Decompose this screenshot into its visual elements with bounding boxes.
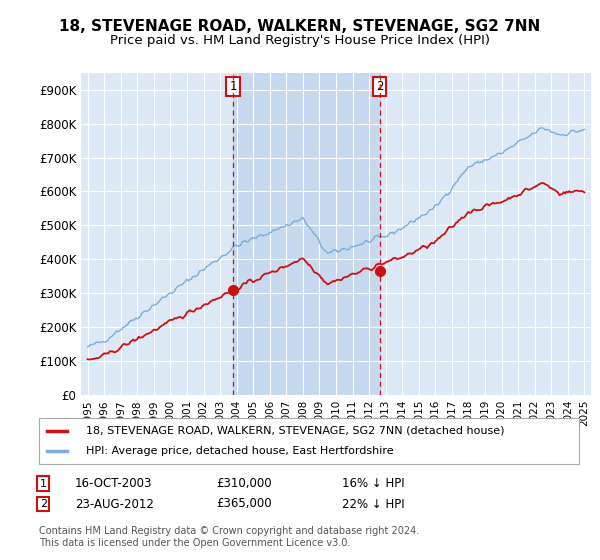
Text: 1: 1 [229, 80, 237, 93]
Text: £365,000: £365,000 [216, 497, 272, 511]
Text: 18, STEVENAGE ROAD, WALKERN, STEVENAGE, SG2 7NN: 18, STEVENAGE ROAD, WALKERN, STEVENAGE, … [59, 20, 541, 34]
Text: HPI: Average price, detached house, East Hertfordshire: HPI: Average price, detached house, East… [86, 446, 394, 456]
Text: 16-OCT-2003: 16-OCT-2003 [75, 477, 152, 491]
Text: £310,000: £310,000 [216, 477, 272, 491]
Text: 16% ↓ HPI: 16% ↓ HPI [342, 477, 404, 491]
Text: Price paid vs. HM Land Registry's House Price Index (HPI): Price paid vs. HM Land Registry's House … [110, 34, 490, 47]
Text: Contains HM Land Registry data © Crown copyright and database right 2024.
This d: Contains HM Land Registry data © Crown c… [39, 526, 419, 548]
Text: 22% ↓ HPI: 22% ↓ HPI [342, 497, 404, 511]
Text: 2: 2 [376, 80, 383, 93]
Bar [233, 73, 380, 395]
Text: 2: 2 [40, 499, 47, 509]
Text: 23-AUG-2012: 23-AUG-2012 [75, 497, 154, 511]
Text: 18, STEVENAGE ROAD, WALKERN, STEVENAGE, SG2 7NN (detached house): 18, STEVENAGE ROAD, WALKERN, STEVENAGE, … [86, 426, 505, 436]
Text: 1: 1 [40, 479, 47, 489]
